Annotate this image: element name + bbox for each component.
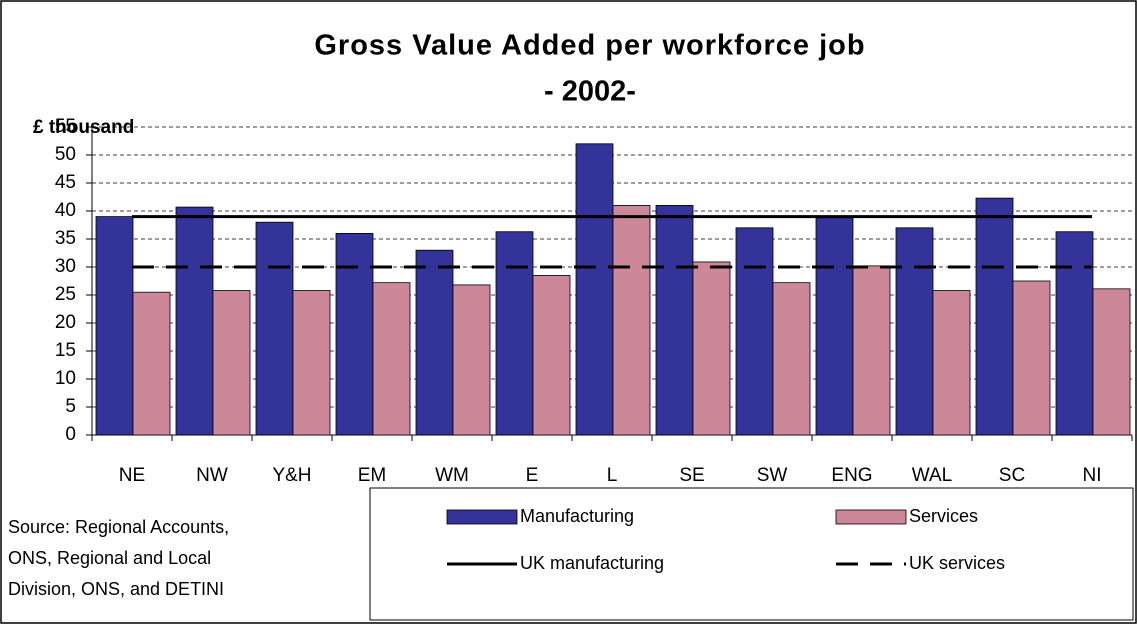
- y-tick-label: 45: [55, 172, 76, 193]
- bar: [532, 274, 571, 436]
- y-tick-label: 30: [55, 256, 76, 277]
- bar: [415, 249, 454, 436]
- y-tick-label: 35: [55, 228, 76, 249]
- x-tick-label: WAL: [912, 465, 952, 486]
- bar: [575, 143, 614, 436]
- y-axis-label: £ thousand: [33, 117, 134, 138]
- bar: [655, 204, 694, 436]
- x-tick-label: SC: [999, 465, 1025, 486]
- legend-label: UK services: [909, 553, 1005, 573]
- chart-title: Gross Value Added per workforce job: [314, 30, 865, 62]
- bar: [255, 221, 294, 436]
- bar: [452, 284, 491, 436]
- x-tick-label: Y&H: [272, 465, 311, 486]
- x-tick-label: SE: [679, 465, 704, 486]
- x-tick-label: L: [607, 465, 618, 486]
- legend-label: UK manufacturing: [520, 553, 664, 573]
- x-tick-label: E: [526, 465, 539, 486]
- bar: [495, 231, 534, 436]
- bar: [175, 206, 214, 436]
- bar: [292, 290, 331, 436]
- bar: [815, 217, 854, 436]
- source-note: ONS, Regional and Local: [8, 548, 211, 568]
- bar: [372, 282, 411, 436]
- chart-subtitle: - 2002-: [544, 76, 636, 108]
- legend-box: [369, 487, 1134, 621]
- bar: [1012, 280, 1051, 436]
- legend-label: Manufacturing: [520, 506, 634, 526]
- bar: [895, 227, 934, 436]
- bar: [212, 290, 251, 436]
- bar: [852, 265, 891, 436]
- y-tick-label: 15: [55, 340, 76, 361]
- y-tick-label: 55: [55, 116, 76, 137]
- bar: [1055, 231, 1094, 436]
- bar: [772, 282, 811, 436]
- x-tick-label: ENG: [831, 465, 872, 486]
- y-tick-label: 0: [65, 424, 76, 445]
- source-note: Division, ONS, and DETINI: [8, 579, 224, 599]
- bar: [132, 291, 171, 436]
- x-tick-label: WM: [435, 465, 469, 486]
- x-tick-label: NW: [196, 465, 228, 486]
- y-tick-label: 5: [65, 396, 76, 417]
- y-tick-label: 50: [55, 144, 76, 165]
- x-tick-label: NI: [1083, 465, 1102, 486]
- x-tick-label: EM: [358, 465, 387, 486]
- legend-swatch: [835, 509, 907, 525]
- bar: [1092, 288, 1131, 436]
- x-tick-label: SW: [757, 465, 788, 486]
- bar: [335, 232, 374, 436]
- source-note: Source: Regional Accounts,: [8, 517, 229, 537]
- y-tick-label: 20: [55, 312, 76, 333]
- bar: [975, 197, 1014, 436]
- x-tick-label: NE: [119, 465, 145, 486]
- y-tick-label: 10: [55, 368, 76, 389]
- y-tick-label: 25: [55, 284, 76, 305]
- legend-swatch: [446, 509, 518, 525]
- bar: [612, 204, 651, 436]
- legend-label: Services: [909, 506, 978, 526]
- bar: [735, 227, 774, 436]
- bar: [95, 216, 134, 436]
- y-tick-label: 40: [55, 200, 76, 221]
- bar: [692, 261, 731, 436]
- bar: [932, 290, 971, 436]
